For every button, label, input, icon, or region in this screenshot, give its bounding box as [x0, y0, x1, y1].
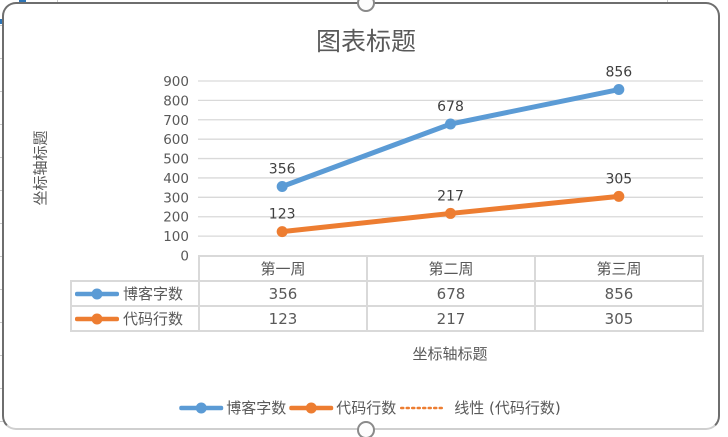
data-label: 856	[605, 65, 632, 81]
data-label: 123	[269, 207, 296, 223]
data-point-marker[interactable]	[613, 190, 625, 202]
y-axis-tick-label: 200	[163, 210, 189, 226]
selected-range-border-stub-left	[0, 19, 3, 24]
gridline-stub	[0, 322, 3, 323]
series-name-label: 博客字数	[123, 285, 184, 303]
data-label: 217	[437, 188, 464, 204]
gridline-stub	[667, 0, 668, 3]
chart-data-table[interactable]: 第一周 第二周 第三周博客字数 356 678 856 代码行数 123 217 305	[70, 255, 704, 332]
data-point-marker[interactable]	[445, 207, 456, 219]
gridline-stub	[0, 256, 3, 257]
gridline-stub	[0, 289, 3, 290]
y-axis-tick-label: 500	[163, 152, 189, 168]
legend-label: 代码行数	[336, 399, 397, 417]
legend-item[interactable]: 代码行数	[289, 397, 396, 418]
line-marker-swatch-icon	[179, 402, 224, 413]
y-axis-tick-label: 100	[163, 229, 189, 245]
y-axis-tick-label: 600	[163, 132, 189, 148]
gridline-stub	[0, 58, 3, 59]
y-axis-tick-label: 800	[163, 93, 189, 109]
table-series-label: 代码行数	[70, 305, 200, 332]
dotted-line-swatch-icon	[400, 406, 445, 409]
gridline-stub	[0, 355, 3, 356]
selected-range-border-stub-top	[19, 0, 26, 3]
data-point-marker[interactable]	[613, 84, 625, 96]
legend-item[interactable]: 线性 (代码行数)	[399, 397, 561, 418]
table-row: 代码行数 123 217 305	[70, 305, 704, 332]
legend-label: 线性 (代码行数)	[454, 399, 561, 417]
gridline-stub	[0, 91, 3, 92]
data-label: 305	[605, 171, 632, 187]
line-marker-swatch-icon	[75, 288, 119, 299]
data-point-marker[interactable]	[276, 226, 288, 238]
y-axis-tick-label: 900	[163, 74, 189, 90]
y-axis-tick-label: 700	[163, 113, 189, 129]
y-axis-title[interactable]: 坐标轴标题	[31, 130, 50, 206]
table-category-header: 第三周	[534, 255, 704, 282]
table-row: 博客字数 356 678 856	[70, 280, 704, 307]
resize-handle-bottom-icon[interactable]	[357, 421, 375, 437]
gridline-stub	[0, 25, 3, 26]
legend-item[interactable]: 博客字数	[179, 397, 286, 418]
gridline-stub	[0, 388, 3, 389]
x-axis-title[interactable]: 坐标轴标题	[412, 345, 488, 363]
chart-legend[interactable]: 博客字数 代码行数 线性 (代码行数)	[179, 397, 561, 418]
series-name-label: 代码行数	[123, 310, 184, 328]
gridline-stub	[0, 157, 3, 158]
line-marker-swatch-icon	[75, 313, 119, 324]
table-value-cell: 123	[198, 305, 368, 332]
table-value-cell: 217	[366, 305, 536, 332]
gridline-stub	[0, 190, 3, 191]
gridline-stub	[57, 0, 58, 3]
table-value-cell: 356	[198, 280, 368, 307]
gridline-stub	[0, 124, 3, 125]
legend-label: 博客字数	[226, 399, 287, 417]
y-axis-tick-label: 400	[163, 171, 189, 187]
data-point-marker[interactable]	[445, 118, 456, 130]
data-label: 356	[269, 161, 296, 177]
y-axis-tick-label: 0	[180, 249, 189, 265]
chart-title[interactable]: 图表标题	[315, 27, 417, 56]
table-corner-cell	[71, 256, 199, 281]
gridline-stub	[0, 421, 3, 422]
data-label: 678	[437, 99, 464, 115]
table-value-cell: 305	[534, 305, 704, 332]
table-series-label: 博客字数	[70, 280, 200, 307]
gridline-stub	[0, 223, 3, 224]
line-marker-swatch-icon	[289, 402, 334, 413]
resize-handle-top-icon[interactable]	[357, 0, 375, 12]
data-point-marker[interactable]	[276, 180, 288, 192]
table-value-cell: 678	[366, 280, 536, 307]
table-category-header: 第二周	[366, 255, 536, 282]
chart-object[interactable]	[2, 2, 720, 430]
table-category-header: 第一周	[198, 255, 368, 282]
table-value-cell: 856	[534, 280, 704, 307]
y-axis-tick-label: 300	[163, 190, 189, 206]
